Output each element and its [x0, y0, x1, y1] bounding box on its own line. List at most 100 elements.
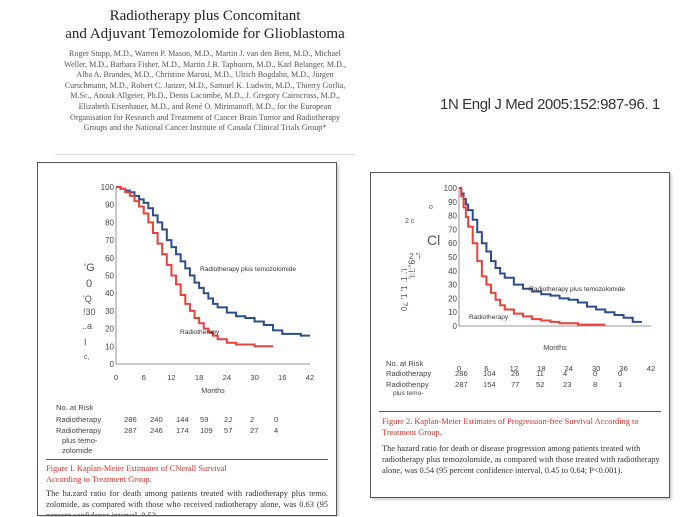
risk-value: 52 — [536, 380, 545, 389]
author-list: Roger Stupp, M.D., Warren P. Mason, M.D.… — [63, 49, 346, 133]
risk-value: 77 — [511, 380, 520, 389]
figure-caption-title: Figure 2. Kaplan-Meier Estimates of Prog… — [382, 417, 639, 437]
risk-value: 286 — [455, 369, 468, 378]
y-tick-label: 80 — [105, 218, 114, 227]
caption-divider — [46, 459, 328, 460]
risk-row-label: Radiothenpy — [386, 380, 429, 389]
y-tick-label: 90 — [448, 198, 457, 207]
journal-citation: 1N Engl J Med 2005:152:987-96. 1 — [440, 96, 660, 113]
x-tick-label: 16 — [278, 373, 286, 382]
y-axis-glyph: Cl — [427, 232, 440, 248]
y-axis-glyph: 2 "i — [409, 252, 421, 261]
risk-value: 174 — [176, 426, 189, 435]
y-tick-label: 20 — [105, 325, 114, 334]
y-tick-label: 70 — [105, 236, 114, 245]
x-tick-label: 42 — [306, 373, 314, 382]
x-tick-label: 30 — [250, 373, 258, 382]
risk-value: 59 — [200, 415, 209, 424]
x-tick-label: 36 — [619, 364, 627, 373]
risk-value: 2 — [250, 415, 255, 424]
x-tick-label: 12 — [510, 364, 518, 373]
risk-value: 2J — [224, 415, 233, 424]
x-tick-label: 6 — [484, 364, 488, 373]
risk-table-title: No. at Risk — [386, 359, 424, 368]
y-tick-label: 50 — [448, 253, 457, 262]
y-tick-label: 20 — [448, 294, 457, 303]
x-axis-label: Months — [201, 386, 225, 395]
x-axis-label: Months — [543, 343, 567, 352]
risk-value: 109 — [200, 426, 213, 435]
paper-title-line-1: Radiotherapy plus Concomitant — [109, 8, 301, 24]
risk-row-label: Radiotherapy — [56, 415, 102, 424]
figure-caption-title-cont: According to Treatment Group. — [46, 475, 152, 484]
y-axis-glyph: !30 — [83, 307, 96, 317]
y-tick-label: 30 — [448, 281, 457, 290]
figure-1-panel: 100 90 80 70 60 50 40 30 20 10 0 0 6 12 18 24 30 16 42 Mont… — [37, 162, 337, 516]
y-axis-glyph: I — [84, 337, 87, 347]
y-axis-glyph: 'G — [84, 262, 95, 274]
series-label-radiotherapy: Radiotherapy — [180, 329, 220, 336]
x-tick-label: 42 — [647, 364, 655, 373]
y-axis-glyph: 2 c — [405, 218, 415, 225]
series-line-combined — [116, 186, 310, 337]
risk-row-sublabel: plus temo- — [62, 436, 98, 445]
risk-value: 1 — [618, 380, 623, 389]
y-tick-label: 60 — [448, 239, 457, 248]
risk-value: 0 — [618, 369, 623, 378]
figure-caption-body: The ha.zard ratio for death among patien… — [46, 489, 328, 516]
y-tick-label: 90 — [105, 201, 114, 210]
header-divider — [55, 154, 355, 155]
y-tick-label: 50 — [105, 272, 114, 281]
risk-value: 286 — [124, 415, 137, 424]
risk-value: 57 — [224, 426, 233, 435]
risk-value: 246 — [150, 426, 163, 435]
y-tick-label: 40 — [105, 289, 114, 298]
y-tick-label: 0 — [110, 360, 115, 369]
risk-value: 8 — [593, 380, 598, 389]
risk-row-sublabel: plus temo- — [393, 390, 424, 397]
y-axis-glyph: 0¿ '1 '1 .1 .'i — [400, 268, 409, 311]
figure-caption-body: The hazard ratio for death or disease pr… — [382, 444, 660, 475]
risk-value: 23 — [563, 380, 572, 389]
y-tick-label: 30 — [105, 307, 114, 316]
risk-value: 26 — [511, 369, 520, 378]
risk-value: 11 — [536, 369, 544, 378]
risk-value: 287 — [455, 380, 468, 389]
figure-caption-title: Figure I. Kaplan-Meier Estimates of CNer… — [46, 464, 227, 473]
y-axis-glyph: 'Q — [83, 294, 92, 304]
risk-row-label: Radiotherapy — [386, 369, 432, 378]
y-axis-glyph: c, — [84, 354, 90, 361]
y-tick-label: 10 — [448, 308, 457, 317]
risk-value: 287 — [124, 426, 137, 435]
risk-value: 27 — [250, 426, 259, 435]
y-tick-label: 60 — [105, 254, 114, 263]
x-tick-label: 0 — [457, 364, 461, 373]
caption-divider — [379, 411, 661, 412]
series-line-radiotherapy — [116, 186, 274, 348]
paper-title-line-2: and Adjuvant Temozolomide for Glioblasto… — [65, 26, 345, 42]
x-tick-label: 12 — [167, 373, 175, 382]
y-tick-label: 80 — [448, 212, 457, 221]
y-tick-label: 100 — [101, 183, 115, 192]
y-tick-label: 10 — [105, 342, 114, 351]
risk-value: 0 — [274, 415, 279, 424]
y-axis-glyph: ..a — [82, 321, 92, 331]
y-axis-glyph: 0 — [86, 278, 92, 290]
x-tick-label: 30 — [592, 364, 600, 373]
y-axis-glyph: 'i:!:"6 — [407, 260, 417, 279]
y-tick-label: 70 — [448, 225, 457, 234]
risk-row-label: Radiotherapy — [56, 426, 102, 435]
x-tick-label: 24 — [223, 373, 231, 382]
risk-value: 154 — [483, 380, 496, 389]
risk-value: 0 — [593, 369, 598, 378]
risk-value: 240 — [150, 415, 163, 424]
x-tick-label: 18 — [537, 364, 545, 373]
series-label-combined: Radiotherapy plus temozolomide — [529, 286, 625, 293]
y-tick-label: 40 — [448, 267, 457, 276]
risk-table-title: No. at Risk — [56, 403, 94, 412]
paper-header: Radiotherapy plus Concomitant and Adjuva… — [55, 4, 355, 155]
y-tick-label: 0 — [453, 322, 458, 331]
y-tick-label: 100 — [444, 184, 458, 193]
